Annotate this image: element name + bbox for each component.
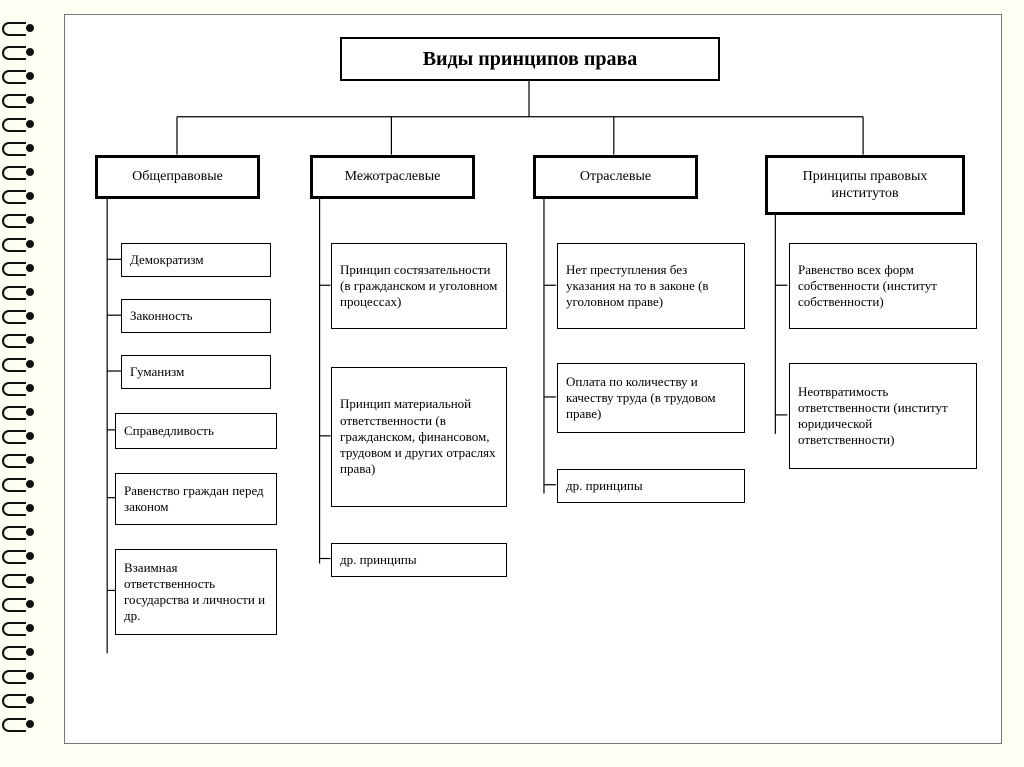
item-box: Демократизм: [121, 243, 271, 277]
binding-ring: [0, 260, 36, 274]
item-box: Справедливость: [115, 413, 277, 449]
binding-ring: [0, 116, 36, 130]
binding-ring: [0, 524, 36, 538]
binding-ring: [0, 428, 36, 442]
binding-ring: [0, 716, 36, 730]
item-box: Равенство всех форм собственности (инсти…: [789, 243, 977, 329]
binding-ring: [0, 644, 36, 658]
binding-ring: [0, 548, 36, 562]
item-box: Оплата по количеству и качеству труда (в…: [557, 363, 745, 433]
binding-ring: [0, 620, 36, 634]
binding-ring: [0, 500, 36, 514]
category-box: Межотраслевые: [310, 155, 475, 199]
item-box: Равенство граждан перед законом: [115, 473, 277, 525]
binding-ring: [0, 332, 36, 346]
binding-ring: [0, 164, 36, 178]
binding-ring: [0, 692, 36, 706]
binding-ring: [0, 44, 36, 58]
item-box: др. принципы: [557, 469, 745, 503]
binding-ring: [0, 308, 36, 322]
binding-ring: [0, 284, 36, 298]
item-box: Взаимная ответственность государства и л…: [115, 549, 277, 635]
item-box: Законность: [121, 299, 271, 333]
binding-ring: [0, 188, 36, 202]
category-box: Отраслевые: [533, 155, 698, 199]
item-box: Гуманизм: [121, 355, 271, 389]
category-box: Принципы правовых институтов: [765, 155, 965, 215]
binding-ring: [0, 572, 36, 586]
binding-ring: [0, 212, 36, 226]
binding-ring: [0, 380, 36, 394]
binding-ring: [0, 20, 36, 34]
binding-ring: [0, 92, 36, 106]
item-box: Неотвратимость ответственности (институт…: [789, 363, 977, 469]
binding-ring: [0, 452, 36, 466]
binding-ring: [0, 596, 36, 610]
page: Виды принципов права Общеправовые Межотра…: [0, 0, 1024, 767]
binding-ring: [0, 236, 36, 250]
item-box: др. принципы: [331, 543, 507, 577]
binding-ring: [0, 404, 36, 418]
spiral-binding: [0, 0, 36, 767]
diagram-title: Виды принципов права: [340, 37, 720, 81]
binding-ring: [0, 68, 36, 82]
item-box: Принцип материальной ответственности (в …: [331, 367, 507, 507]
binding-ring: [0, 356, 36, 370]
item-box: Нет преступления без указания на то в за…: [557, 243, 745, 329]
category-box: Общеправовые: [95, 155, 260, 199]
binding-ring: [0, 668, 36, 682]
binding-ring: [0, 140, 36, 154]
diagram-frame: Виды принципов права Общеправовые Межотра…: [64, 14, 1002, 744]
item-box: Принцип состязательности (в гражданском …: [331, 243, 507, 329]
binding-ring: [0, 476, 36, 490]
